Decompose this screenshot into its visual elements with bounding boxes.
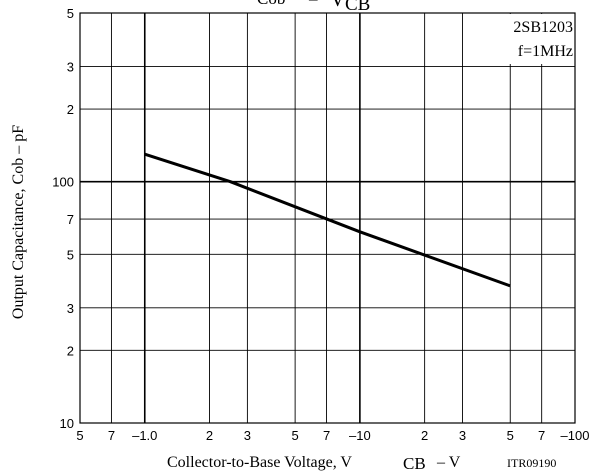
x-tick-label: 5 xyxy=(292,428,299,443)
x-axis-label-sub: CB xyxy=(403,454,426,473)
y-tick-label: 2 xyxy=(67,343,74,358)
chart-title-sub: CB xyxy=(345,0,370,15)
y-tick-labels: 10 2 3 5 7 100 2 3 5 xyxy=(52,6,74,431)
x-tick-label: 7 xyxy=(323,428,330,443)
y-tick-label: 100 xyxy=(52,175,74,190)
x-tick-label: –1.0 xyxy=(132,428,157,443)
x-axis-label: Collector-to-Base Voltage, V xyxy=(167,454,352,471)
annotation-part: 2SB1203 xyxy=(513,19,573,36)
annotation-background xyxy=(479,14,574,64)
annotation-condition: f=1MHz xyxy=(518,43,573,60)
x-tick-label: 3 xyxy=(459,428,466,443)
y-tick-label: 10 xyxy=(60,416,74,431)
grid xyxy=(80,13,575,423)
y-tick-label: 5 xyxy=(67,247,74,262)
y-tick-label: 3 xyxy=(67,301,74,316)
y-tick-label: 7 xyxy=(67,212,74,227)
x-tick-label: 5 xyxy=(76,428,83,443)
x-tick-labels: 5 7 –1.0 2 3 5 7 –10 2 3 5 7 –100 xyxy=(76,428,589,443)
chart-title-dash: – xyxy=(308,0,318,8)
y-tick-label: 3 xyxy=(67,60,74,75)
x-axis-label-unit: – V xyxy=(436,454,461,471)
x-tick-label: –10 xyxy=(349,428,371,443)
x-tick-label: 2 xyxy=(206,428,213,443)
figure-code: ITR09190 xyxy=(507,456,556,470)
x-tick-label: 7 xyxy=(108,428,115,443)
x-tick-label: 7 xyxy=(538,428,545,443)
series-line xyxy=(144,152,511,288)
x-tick-label: 2 xyxy=(421,428,428,443)
x-tick-label: –100 xyxy=(561,428,590,443)
series-group xyxy=(144,152,511,288)
y-tick-label: 2 xyxy=(67,102,74,117)
chart-title-part: Cob xyxy=(257,0,285,8)
plot-frame xyxy=(79,12,576,424)
x-tick-label: 3 xyxy=(244,428,251,443)
y-axis-label: Output Capacitance, Cob – pF xyxy=(10,125,27,319)
x-tick-label: 5 xyxy=(507,428,514,443)
chart-title-v: V xyxy=(330,0,345,11)
y-tick-label: 5 xyxy=(67,6,74,21)
